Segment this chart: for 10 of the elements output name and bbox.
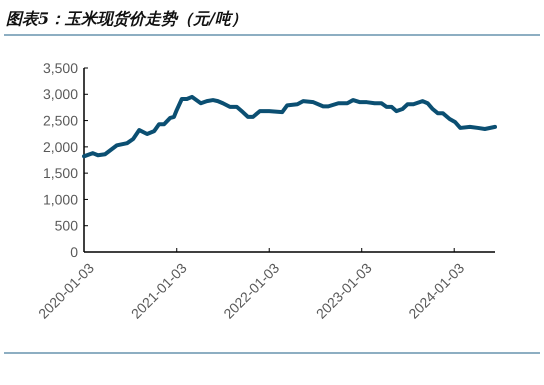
- y-tick-label: 2,500: [42, 112, 78, 128]
- chart-title: 图表5：玉米现货价走势（元/吨）: [6, 9, 247, 28]
- y-tick-label: 3,500: [42, 60, 78, 76]
- y-tick-label: 2,000: [42, 138, 78, 155]
- y-tick-label: 1,000: [42, 191, 78, 208]
- line-series: [82, 94, 497, 158]
- y-tick-label: 500: [54, 218, 78, 234]
- y-tick-label: 0: [70, 244, 78, 260]
- y-tick-label: 3,000: [42, 86, 78, 102]
- y-tick-label: 1,500: [42, 165, 78, 182]
